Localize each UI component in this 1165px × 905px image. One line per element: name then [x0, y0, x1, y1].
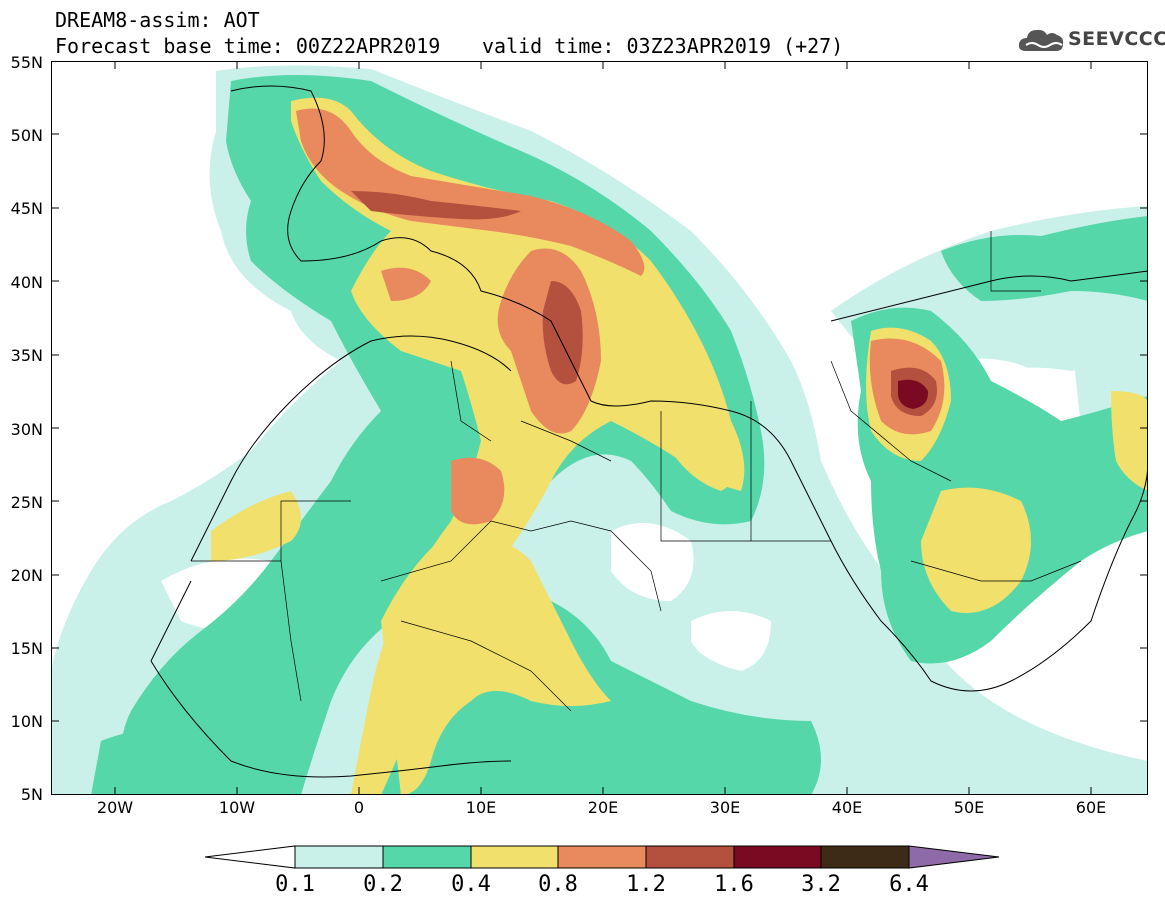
lat-label-55n: 55N: [10, 53, 43, 72]
colorbar-swatch-4: [557, 845, 647, 869]
valid-time: valid time: 03Z23APR2019 (+27): [482, 34, 844, 58]
lat-label-15n: 15N: [10, 639, 43, 658]
lat-label-45n: 45N: [10, 199, 43, 218]
lon-label-50e: 50E: [953, 798, 985, 817]
colorbar-swatch-5: [645, 845, 735, 869]
colorbar-over-arrow: [908, 845, 1000, 869]
colorbar-swatch-6: [733, 845, 822, 869]
lon-label-60e: 60E: [1075, 798, 1107, 817]
lat-label-5n: 5N: [20, 785, 43, 804]
aot-band-1.6: [897, 379, 929, 409]
colorbar-swatch-1: [294, 845, 384, 869]
aot-contours: [51, 65, 1148, 795]
colorbar-label-6.4: 6.4: [889, 872, 929, 897]
forecast-base-time: Forecast base time: 00Z22APR2019: [55, 34, 441, 58]
logo-text: SEEVCCC: [1068, 28, 1165, 50]
colorbar-label-3.2: 3.2: [801, 872, 841, 897]
lon-label-10e: 10E: [465, 798, 497, 817]
colorbar-under-arrow: [205, 845, 296, 869]
lat-label-20n: 20N: [10, 566, 43, 585]
lon-label-10w: 10W: [218, 798, 256, 817]
lat-label-10n: 10N: [10, 712, 43, 731]
colorbar-label-1.6: 1.6: [714, 872, 754, 897]
cloud-icon: [1018, 29, 1064, 51]
seevccc-logo: SEEVCCC: [1018, 25, 1165, 55]
lat-label-35n: 35N: [10, 346, 43, 365]
colorbar-label-0.4: 0.4: [451, 872, 491, 897]
colorbar-label-1.2: 1.2: [626, 872, 666, 897]
lon-label-0: 0: [353, 798, 365, 817]
axis-ticks: [51, 61, 1148, 795]
colorbar-swatch-7: [820, 845, 910, 869]
colorbar-swatch-2: [382, 845, 472, 869]
colorbar-swatch-3: [470, 845, 559, 869]
lat-label-25n: 25N: [10, 493, 43, 512]
lon-label-40e: 40E: [831, 798, 863, 817]
lat-label-30n: 30N: [10, 420, 43, 439]
colorbar-label-0.2: 0.2: [363, 872, 403, 897]
map-title: DREAM8-assim: AOT: [55, 8, 260, 32]
colorbar: [205, 845, 1000, 869]
lon-label-20w: 20W: [96, 798, 134, 817]
aot-map: [51, 61, 1148, 795]
country-borders: [191, 231, 1082, 712]
lat-label-40n: 40N: [10, 273, 43, 292]
colorbar-label-0.8: 0.8: [538, 872, 578, 897]
lon-label-20e: 20E: [587, 798, 619, 817]
lon-label-30e: 30E: [709, 798, 741, 817]
lat-label-50n: 50N: [10, 126, 43, 145]
colorbar-label-0.1: 0.1: [275, 872, 315, 897]
